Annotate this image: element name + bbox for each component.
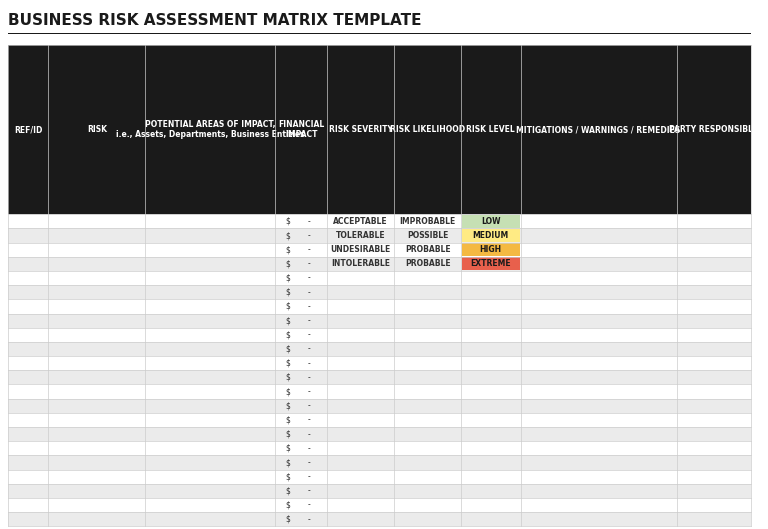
Text: POSSIBLE: POSSIBLE — [407, 231, 449, 240]
Text: -: - — [308, 387, 310, 396]
Text: -: - — [308, 458, 310, 467]
Bar — [8, 271, 751, 285]
Bar — [8, 328, 751, 342]
Text: -: - — [308, 316, 310, 325]
Text: PROBABLE: PROBABLE — [405, 259, 450, 268]
Text: $: $ — [286, 245, 290, 254]
Text: RISK SEVERITY: RISK SEVERITY — [329, 125, 392, 134]
Text: -: - — [308, 302, 310, 311]
Bar — [8, 45, 751, 214]
Text: $: $ — [286, 288, 290, 297]
Text: $: $ — [286, 359, 290, 368]
Text: RISK LEVEL: RISK LEVEL — [466, 125, 515, 134]
Text: $: $ — [286, 316, 290, 325]
Text: $: $ — [286, 458, 290, 467]
Bar — [8, 33, 751, 34]
Text: FINANCIAL
IMPACT: FINANCIAL IMPACT — [278, 120, 324, 139]
Text: -: - — [308, 472, 310, 481]
Text: $: $ — [286, 373, 290, 382]
Text: INTOLERABLE: INTOLERABLE — [331, 259, 390, 268]
Bar — [8, 413, 751, 427]
Bar — [8, 257, 751, 271]
Text: $: $ — [286, 472, 290, 481]
Text: -: - — [308, 259, 310, 268]
Bar — [8, 285, 751, 299]
Text: -: - — [308, 344, 310, 353]
Text: -: - — [308, 373, 310, 382]
Bar — [8, 427, 751, 441]
Text: -: - — [308, 245, 310, 254]
Text: $: $ — [286, 444, 290, 453]
Bar — [8, 243, 751, 257]
Text: -: - — [308, 231, 310, 240]
Text: $: $ — [286, 430, 290, 439]
Text: PARTY RESPONSIBLE: PARTY RESPONSIBLE — [669, 125, 758, 134]
Text: HIGH: HIGH — [480, 245, 502, 254]
Bar — [462, 215, 520, 228]
Text: $: $ — [286, 402, 290, 411]
Text: ACCEPTABLE: ACCEPTABLE — [333, 217, 388, 226]
Text: -: - — [308, 217, 310, 226]
Text: -: - — [308, 486, 310, 495]
Text: $: $ — [286, 515, 290, 524]
Bar — [8, 441, 751, 455]
Text: LOW: LOW — [481, 217, 501, 226]
Text: $: $ — [286, 486, 290, 495]
Text: $: $ — [286, 217, 290, 226]
Bar — [8, 470, 751, 484]
Text: MEDIUM: MEDIUM — [472, 231, 509, 240]
Text: -: - — [308, 444, 310, 453]
Bar — [462, 229, 520, 242]
Text: PROBABLE: PROBABLE — [405, 245, 450, 254]
Bar — [8, 484, 751, 498]
Bar — [8, 299, 751, 314]
Text: -: - — [308, 273, 310, 282]
Text: UNDESIRABLE: UNDESIRABLE — [330, 245, 391, 254]
Text: -: - — [308, 288, 310, 297]
Text: RISK LIKELIHOOD: RISK LIKELIHOOD — [390, 125, 465, 134]
Bar — [8, 498, 751, 512]
Bar — [8, 399, 751, 413]
Bar — [8, 385, 751, 399]
Text: MITIGATIONS / WARNINGS / REMEDIES: MITIGATIONS / WARNINGS / REMEDIES — [516, 125, 680, 134]
Bar — [8, 342, 751, 356]
Bar — [8, 356, 751, 370]
Bar — [462, 257, 520, 270]
Text: $: $ — [286, 500, 290, 509]
Text: EXTREME: EXTREME — [471, 259, 511, 268]
Text: $: $ — [286, 273, 290, 282]
Text: $: $ — [286, 259, 290, 268]
Text: $: $ — [286, 330, 290, 339]
Text: $: $ — [286, 415, 290, 424]
Text: BUSINESS RISK ASSESSMENT MATRIX TEMPLATE: BUSINESS RISK ASSESSMENT MATRIX TEMPLATE — [8, 13, 421, 28]
Text: -: - — [308, 415, 310, 424]
Text: POTENTIAL AREAS OF IMPACT,
i.e., Assets, Departments, Business Entities: POTENTIAL AREAS OF IMPACT, i.e., Assets,… — [116, 120, 304, 139]
Text: REF/ID: REF/ID — [14, 125, 42, 134]
Bar — [8, 512, 751, 526]
Bar — [8, 229, 751, 243]
Text: $: $ — [286, 231, 290, 240]
Text: -: - — [308, 402, 310, 411]
Text: -: - — [308, 515, 310, 524]
Text: -: - — [308, 500, 310, 509]
Text: $: $ — [286, 387, 290, 396]
Text: -: - — [308, 359, 310, 368]
Text: -: - — [308, 330, 310, 339]
Text: TOLERABLE: TOLERABLE — [336, 231, 386, 240]
Text: -: - — [308, 430, 310, 439]
Text: IMPROBABLE: IMPROBABLE — [399, 217, 455, 226]
Text: $: $ — [286, 302, 290, 311]
Bar — [8, 314, 751, 328]
Bar — [8, 455, 751, 470]
Bar — [8, 214, 751, 229]
Text: $: $ — [286, 344, 290, 353]
Text: RISK: RISK — [87, 125, 107, 134]
Bar — [8, 370, 751, 385]
Bar — [462, 243, 520, 256]
